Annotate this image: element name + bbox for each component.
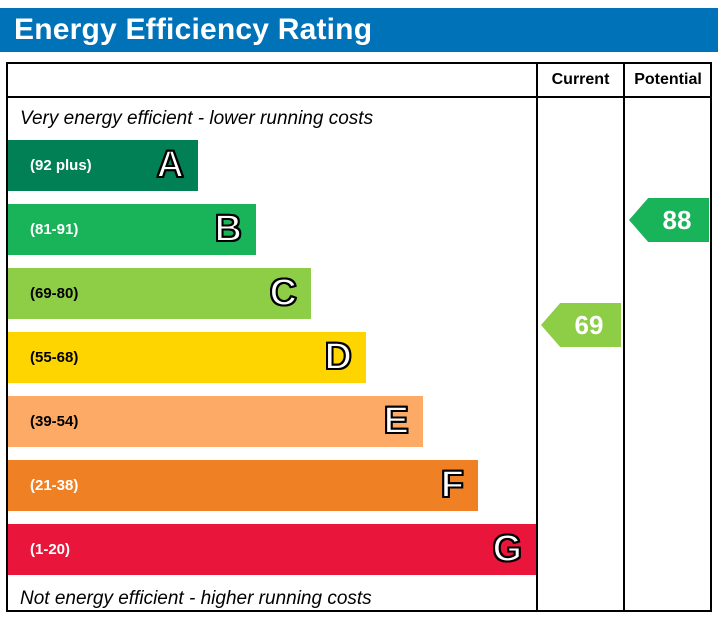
potential-rating-arrow: 88 (629, 198, 709, 242)
caption-bottom: Not energy efficient - higher running co… (20, 588, 372, 609)
page-title: Energy Efficiency Rating (14, 13, 373, 46)
epc-band-b: (81-91) B (8, 204, 256, 255)
caption-top: Very energy efficient - lower running co… (20, 108, 374, 129)
band-range: (1-20) (30, 541, 71, 558)
current-column: 69 (536, 98, 623, 610)
header-cell-empty (8, 64, 536, 98)
page-header: Energy Efficiency Rating (0, 8, 718, 52)
epc-band-d: (55-68) D (8, 332, 366, 383)
column-header-potential: Potential (623, 64, 711, 98)
potential-rating-value: 88 (662, 204, 692, 235)
epc-chart: Current Potential Very energy efficient … (6, 62, 712, 612)
band-letter: B (214, 207, 243, 251)
band-letter: E (383, 399, 410, 443)
column-header-current: Current (536, 64, 623, 98)
epc-band-a: (92 plus) A (8, 140, 198, 191)
band-range: (69-80) (30, 285, 79, 302)
band-range: (81-91) (30, 221, 79, 238)
epc-band-c: (69-80) C (8, 268, 311, 319)
epc-band-g: (1-20) G (8, 524, 536, 575)
band-letter: D (324, 335, 353, 379)
band-letter: C (269, 271, 298, 315)
epc-band-f: (21-38) F (8, 460, 478, 511)
band-letter: A (156, 143, 185, 187)
epc-band-e: (39-54) E (8, 396, 423, 447)
band-range: (39-54) (30, 413, 79, 430)
band-letter: F (440, 463, 465, 507)
current-rating-value: 69 (574, 309, 604, 340)
potential-column: 88 (623, 98, 711, 610)
bands-column: Very energy efficient - lower running co… (8, 98, 536, 610)
band-range: (21-38) (30, 477, 79, 494)
band-letter: G (491, 527, 523, 571)
band-range: (92 plus) (30, 157, 92, 174)
band-range: (55-68) (30, 349, 79, 366)
current-rating-arrow: 69 (541, 303, 621, 347)
